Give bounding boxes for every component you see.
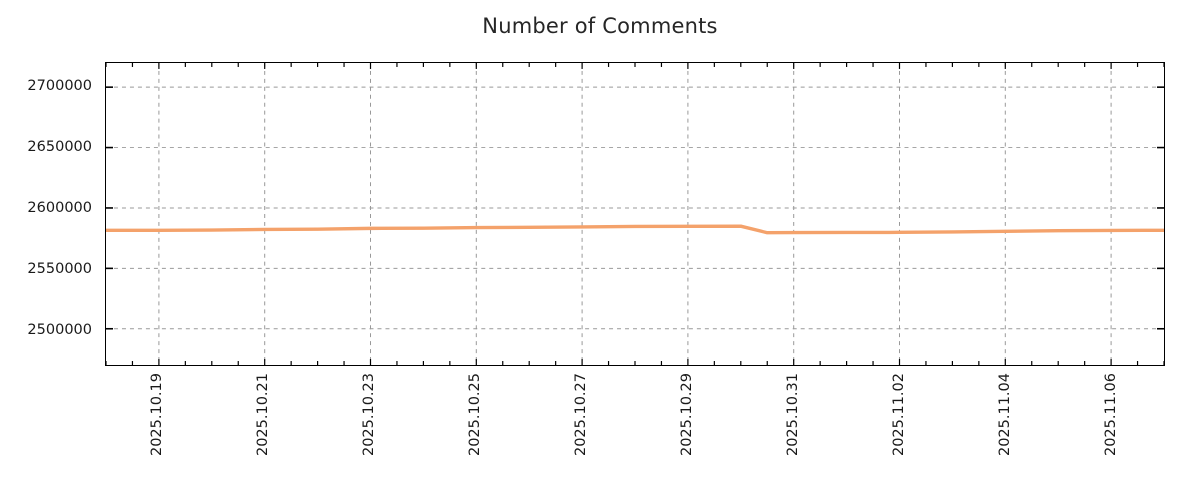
x-axis-tick-label: 2025.11.02 — [891, 373, 907, 457]
x-axis-tick-label: 2025.10.29 — [679, 373, 695, 457]
y-axis-tick-label: 2550000 — [27, 260, 92, 277]
x-axis-tick-label: 2025.10.19 — [149, 373, 165, 457]
x-axis-tick-label: 2025.11.06 — [1103, 373, 1119, 457]
x-axis-tick-label: 2025.10.25 — [467, 373, 483, 457]
y-axis-tick-label: 2700000 — [27, 78, 92, 95]
plot-area — [105, 62, 1165, 366]
grid-lines — [106, 63, 1164, 365]
y-axis-tick-label: 2600000 — [27, 199, 92, 216]
x-axis-tick-label: 2025.10.31 — [785, 373, 801, 457]
y-axis-tick-label: 2500000 — [27, 321, 92, 338]
y-axis-tick-label: 2650000 — [27, 139, 92, 156]
x-axis-tick-label: 2025.10.27 — [573, 373, 589, 457]
x-axis-tick-label: 2025.11.04 — [997, 373, 1013, 457]
axis-ticks — [105, 63, 1165, 365]
data-series-line — [106, 224, 1165, 235]
chart-title: Number of Comments — [482, 14, 718, 38]
x-axis-tick-label: 2025.10.23 — [361, 373, 377, 457]
x-axis-tick-label: 2025.10.21 — [255, 373, 271, 457]
